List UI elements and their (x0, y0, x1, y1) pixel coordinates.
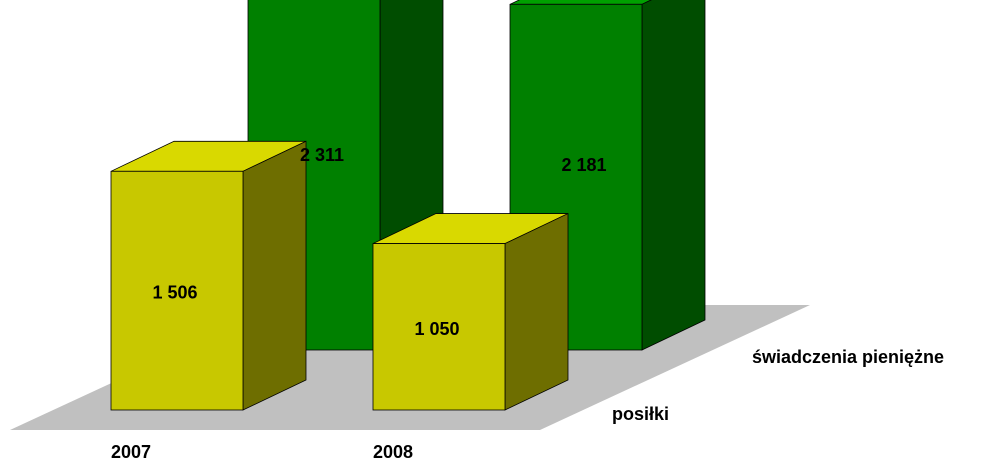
category-label: 2007 (111, 442, 151, 462)
data-label: 2 311 (300, 145, 344, 165)
bar-front (372, 243, 506, 411)
bar-side (641, 0, 706, 351)
series-label: posiłki (612, 404, 669, 424)
data-label: 1 050 (414, 319, 459, 339)
bar-posiłki-2008 (372, 212, 569, 411)
data-label: 2 181 (561, 155, 606, 175)
series-front-bars (110, 140, 569, 411)
bar-side (242, 140, 307, 411)
bar-posiłki-2007 (110, 140, 307, 411)
data-label: 1 506 (152, 283, 197, 303)
bar-front (110, 170, 244, 411)
bar-side (504, 212, 569, 411)
series-label: świadczenia pieniężne (752, 347, 944, 367)
category-label: 2008 (373, 442, 413, 462)
chart-labels: 2 311 2 181 1 506 1 050 2007 2008 posiłki świad… (111, 145, 944, 462)
